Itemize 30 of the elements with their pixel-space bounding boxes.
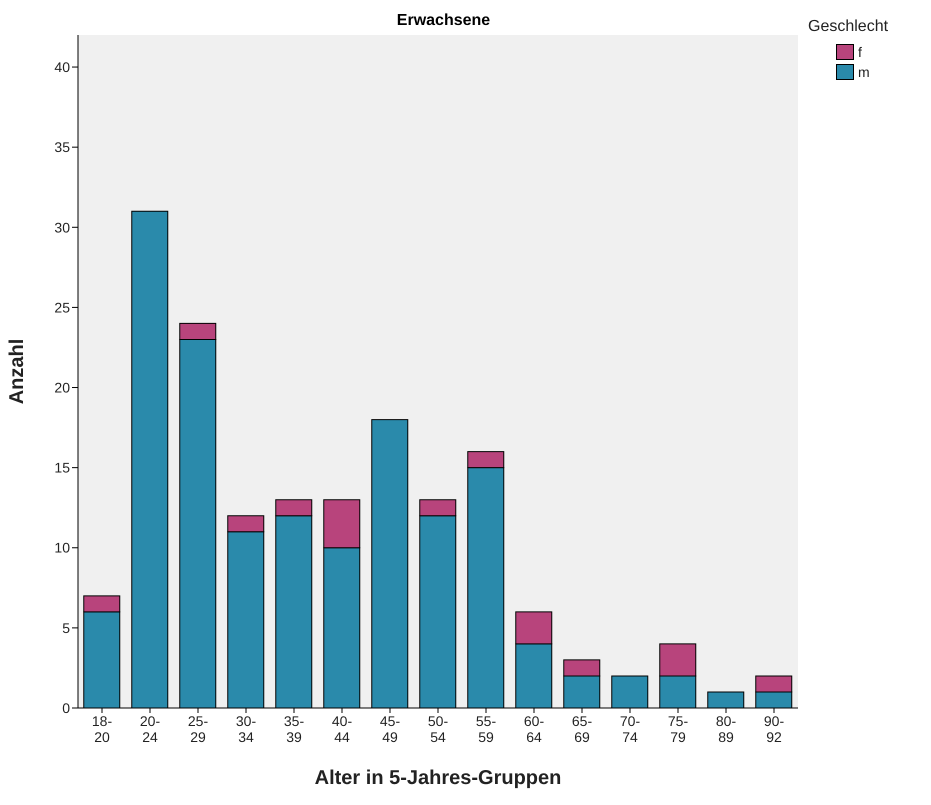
x-tick-label: 50-54 [428,713,448,745]
x-tick-label: 80-89 [716,713,736,745]
x-tick-label: 30-34 [236,713,256,745]
y-tick-label: 5 [62,620,70,636]
chart-title: Erwachsene [396,12,492,30]
x-tick-label: 18-20 [92,713,112,745]
y-axis-title: Anzahl [6,338,28,404]
x-tick-label: 25-29 [188,713,208,745]
x-tick-label: 65-69 [572,713,592,745]
y-tick-label: 15 [54,460,70,476]
x-tick-label: 75-79 [668,713,688,745]
legend-title: Geschlecht [808,18,890,36]
y-tick-label: 0 [62,700,70,716]
y-tick-label: 25 [54,299,70,316]
x-tick-label: 35-39 [284,713,304,745]
y-tick-label: 35 [54,139,70,156]
x-tick-label: 20-24 [140,713,160,745]
x-axis-title: Alter in 5-Jahres-Gruppen [314,767,562,789]
legend-label: m [858,64,870,80]
legend-label: f [858,44,862,60]
x-tick-label: 55-59 [476,713,496,745]
x-tick-label: 40-44 [332,713,352,745]
x-tick-label: 90-92 [764,713,784,745]
y-tick-label: 20 [54,379,70,396]
y-tick-label: 40 [54,59,70,76]
x-tick-label: 60-64 [524,713,544,745]
x-tick-label: 70-74 [620,713,640,745]
y-tick-label: 10 [54,540,70,556]
y-tick-label: 30 [54,219,70,236]
x-tick-label: 45-49 [380,713,400,745]
